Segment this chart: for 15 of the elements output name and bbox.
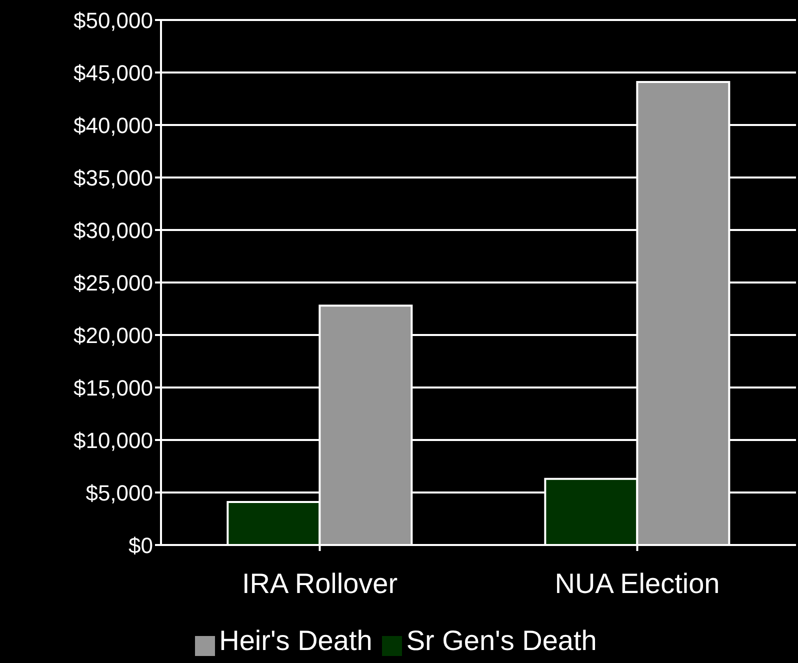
x-tick-label: IRA Rollover <box>242 568 398 599</box>
y-tick-label: $40,000 <box>73 112 153 138</box>
y-tick-label: $0 <box>128 532 153 558</box>
y-tick-label: $35,000 <box>73 165 153 190</box>
y-tick-label: $45,000 <box>73 60 153 86</box>
legend-label: Heir's Death <box>219 625 372 656</box>
y-tick-label: $20,000 <box>73 322 153 348</box>
x-tick-label: NUA Election <box>554 568 720 599</box>
y-tick-label: $10,000 <box>73 428 153 453</box>
legend-label: Sr Gen's Death <box>406 625 597 656</box>
y-tick-label: $15,000 <box>73 375 153 400</box>
y-tick-label: $30,000 <box>73 218 153 243</box>
y-tick-label: $50,000 <box>73 8 153 33</box>
y-tick-label: $25,000 <box>73 270 153 296</box>
y-tick-label: $5,000 <box>86 480 153 506</box>
